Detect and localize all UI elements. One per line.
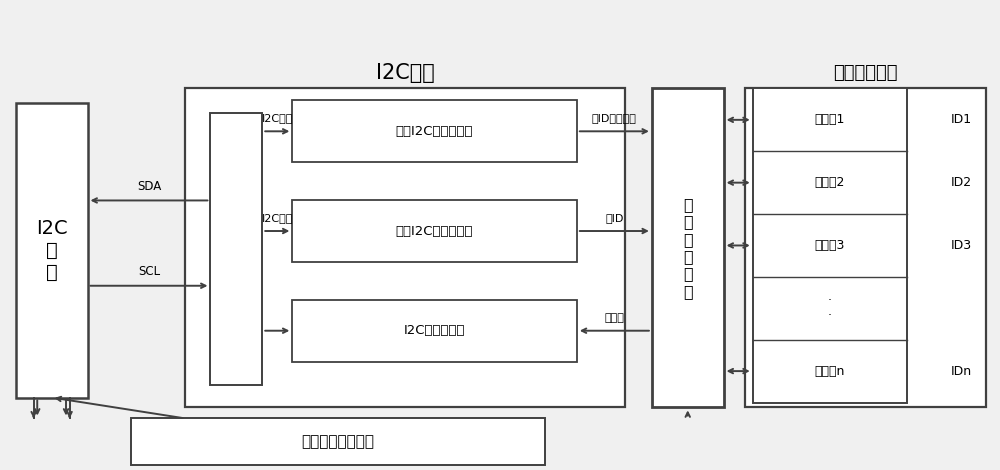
Text: I2C从机: I2C从机 xyxy=(376,63,435,84)
Text: 内部寄存器堆: 内部寄存器堆 xyxy=(833,64,898,82)
Text: 寄存器3: 寄存器3 xyxy=(815,239,845,252)
Text: 读ID: 读ID xyxy=(605,213,624,223)
Text: 第一I2C读写寄存器: 第一I2C读写寄存器 xyxy=(396,125,473,138)
Text: IDn: IDn xyxy=(951,365,972,377)
Text: 寄存器1: 寄存器1 xyxy=(815,113,845,126)
Text: 第二I2C读写寄存器: 第二I2C读写寄存器 xyxy=(396,225,473,237)
Bar xyxy=(210,113,262,384)
Text: 寄存器n: 寄存器n xyxy=(815,365,845,377)
Text: ·
·: · · xyxy=(828,294,832,322)
Text: I2C地址: I2C地址 xyxy=(262,213,293,223)
Bar xyxy=(745,88,986,407)
Bar xyxy=(16,103,88,398)
Text: ID3: ID3 xyxy=(951,239,972,252)
Bar xyxy=(292,101,577,162)
Text: I2C地址: I2C地址 xyxy=(262,113,293,123)
Text: SDA: SDA xyxy=(137,180,161,193)
Bar xyxy=(292,300,577,361)
Text: I2C
主
机: I2C 主 机 xyxy=(36,219,67,282)
Text: 读写使能控制单元: 读写使能控制单元 xyxy=(301,434,374,449)
Text: ID2: ID2 xyxy=(951,176,972,189)
Bar xyxy=(652,88,724,407)
Text: 读
写
操
作
单
元: 读 写 操 作 单 元 xyxy=(683,197,693,299)
Text: SCL: SCL xyxy=(138,265,160,278)
Bar xyxy=(292,200,577,262)
Bar xyxy=(753,88,907,402)
Text: ID1: ID1 xyxy=(951,113,972,126)
Text: 寄存器2: 寄存器2 xyxy=(815,176,845,189)
Text: 读数据: 读数据 xyxy=(604,313,624,323)
Text: 写ID及写数据: 写ID及写数据 xyxy=(592,113,637,123)
Text: I2C只读寄存器: I2C只读寄存器 xyxy=(404,324,465,337)
Bar xyxy=(131,418,545,465)
Bar xyxy=(185,88,625,407)
